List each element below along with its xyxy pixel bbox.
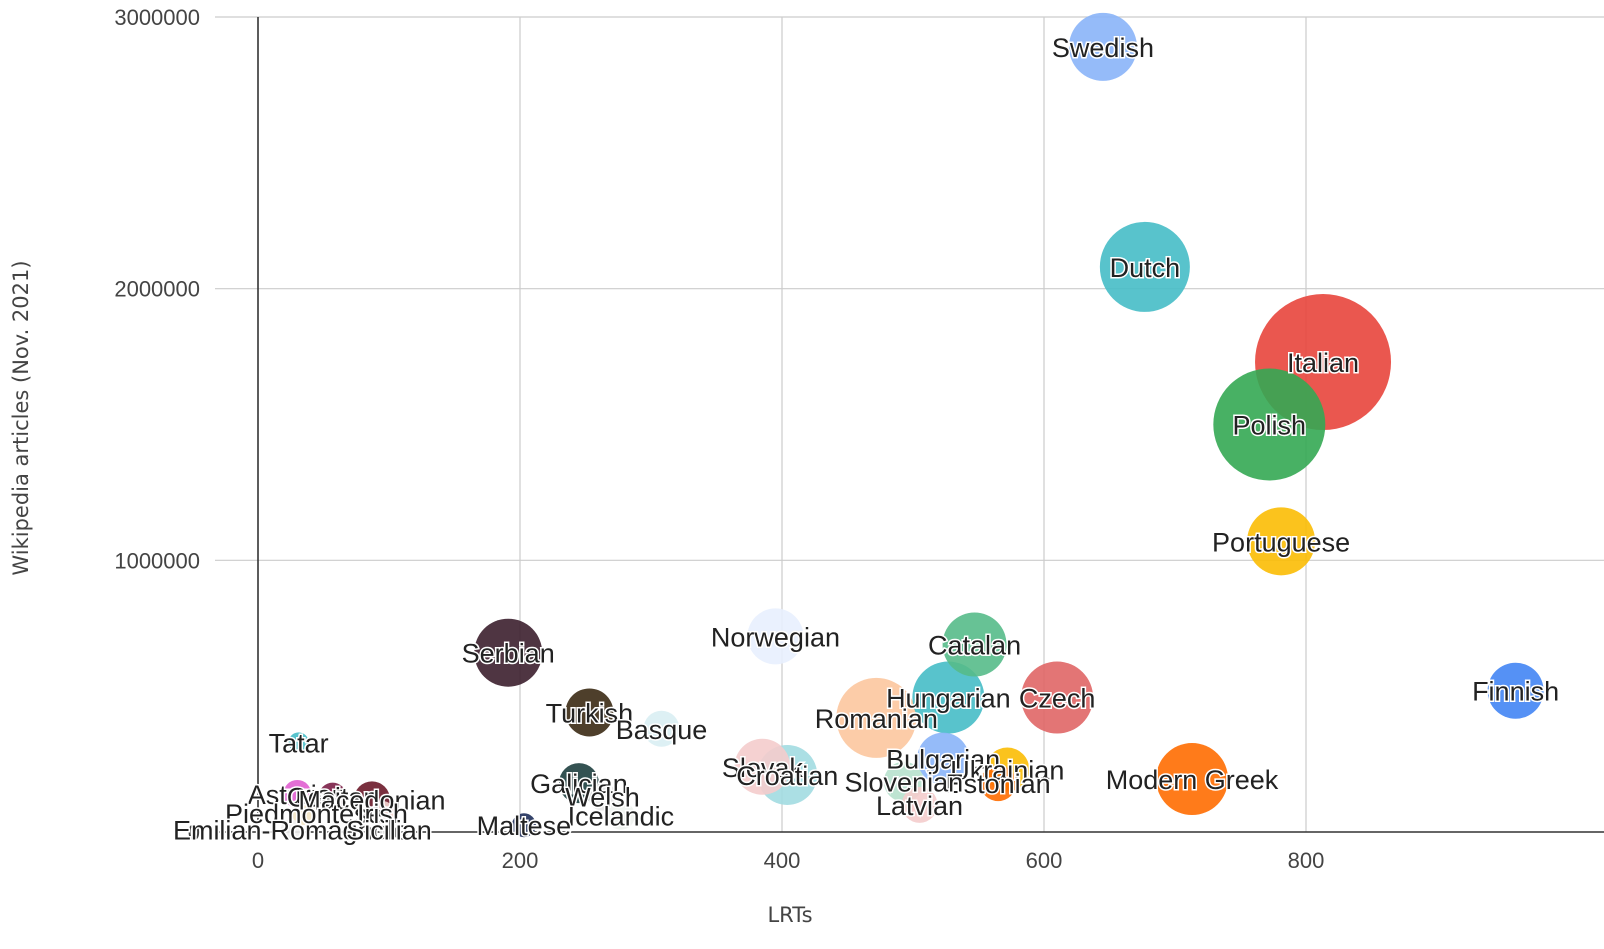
y-tick-label: 1000000 xyxy=(114,548,200,573)
bubble-label: Portuguese xyxy=(1212,527,1350,557)
bubble xyxy=(1487,662,1544,719)
bubble-label: Latvian xyxy=(876,791,963,821)
bubble-label: Croatian xyxy=(736,761,838,791)
bubble xyxy=(283,779,312,808)
bubble xyxy=(1156,743,1229,816)
bubble-label: Serbian xyxy=(462,639,555,669)
bubble xyxy=(1021,661,1094,734)
bubble-label: Norwegian xyxy=(711,622,840,652)
bubbles xyxy=(280,12,1544,840)
bubble-label: Swedish xyxy=(1052,33,1154,63)
x-tick-label: 200 xyxy=(502,848,539,873)
bubble xyxy=(280,819,301,840)
y-tick-label: 2000000 xyxy=(114,277,200,302)
bubble xyxy=(942,612,1007,677)
bubble-label: Asturian xyxy=(248,780,347,810)
bubble-label: Hungarian xyxy=(886,684,1011,714)
bubble xyxy=(370,800,395,825)
bubble-label: Emilian-Romagnolo xyxy=(173,815,409,845)
bubble-label: Turkish xyxy=(546,698,634,728)
bubble-label: Ukrainian xyxy=(950,756,1064,786)
bubble xyxy=(747,608,804,665)
bubble-label: Welsh xyxy=(565,783,640,813)
bubble xyxy=(288,732,309,753)
x-tick-label: 0 xyxy=(252,848,264,873)
bubble-label: Bulgarian xyxy=(886,745,1000,775)
bubble xyxy=(588,782,617,811)
bubble-label: Macedonian xyxy=(298,785,445,815)
y-axis-title: Wikipedia articles (Nov. 2021) xyxy=(9,260,33,575)
bubble-label: Polish xyxy=(1233,411,1307,441)
axes xyxy=(215,17,1604,833)
bubble xyxy=(558,763,599,804)
bubble-label: Czech xyxy=(1019,684,1096,714)
y-tick-label: 3000000 xyxy=(114,5,200,30)
bubble xyxy=(606,801,635,830)
x-tick-label: 800 xyxy=(1288,848,1325,873)
bubble-label: Slovenian xyxy=(845,768,964,798)
grid xyxy=(215,16,1604,832)
bubble xyxy=(1068,12,1137,81)
bubble-label: Maltese xyxy=(477,811,572,841)
bubble xyxy=(1213,368,1326,481)
bubble-label: Slovak xyxy=(722,753,804,783)
bubble xyxy=(379,819,399,840)
bubble xyxy=(643,710,680,747)
bubble xyxy=(1099,221,1190,312)
bubble-label: Dutch xyxy=(1110,253,1181,283)
bubble-label: Sicilian xyxy=(346,815,432,845)
tick-labels: 0 1000000 2000000 3000000 0 200 400 600 800 xyxy=(114,5,1324,873)
x-axis-title: LRTs xyxy=(767,903,812,927)
bubble-label: Tatar xyxy=(269,728,329,758)
bubble xyxy=(291,800,316,825)
bubble xyxy=(1247,507,1316,576)
bubble-label: Estonian xyxy=(946,769,1051,799)
bubble-label: Italian xyxy=(1287,348,1359,378)
y-tick-label: 0 xyxy=(188,820,200,845)
bubble xyxy=(511,813,536,838)
bubble-label: Icelandic xyxy=(568,802,675,832)
bubble-label: Occitan xyxy=(287,783,379,813)
bubble xyxy=(912,661,985,734)
bubble-label: Irish xyxy=(357,799,408,829)
bubble-labels: Swedish Dutch Italian Polish Portuguese Finni… xyxy=(171,31,1560,846)
bubble xyxy=(318,782,347,811)
bubble-label: Galician xyxy=(530,769,628,799)
bubble-label: Catalan xyxy=(928,631,1021,661)
bubble-label: Finnish xyxy=(1472,677,1559,707)
bubble-label: Modern Greek xyxy=(1106,765,1279,795)
bubble xyxy=(565,688,614,737)
bubble-label: Piedmontese xyxy=(225,799,383,829)
bubble-label: Romanian xyxy=(815,704,938,734)
bubble xyxy=(980,765,1017,802)
bubble xyxy=(474,618,543,687)
bubble-label: Basque xyxy=(616,715,708,745)
bubble xyxy=(901,786,938,823)
x-tick-label: 400 xyxy=(764,848,801,873)
bubble xyxy=(734,738,791,795)
x-tick-label: 600 xyxy=(1026,848,1063,873)
bubble xyxy=(836,677,917,758)
bubble xyxy=(917,732,970,785)
